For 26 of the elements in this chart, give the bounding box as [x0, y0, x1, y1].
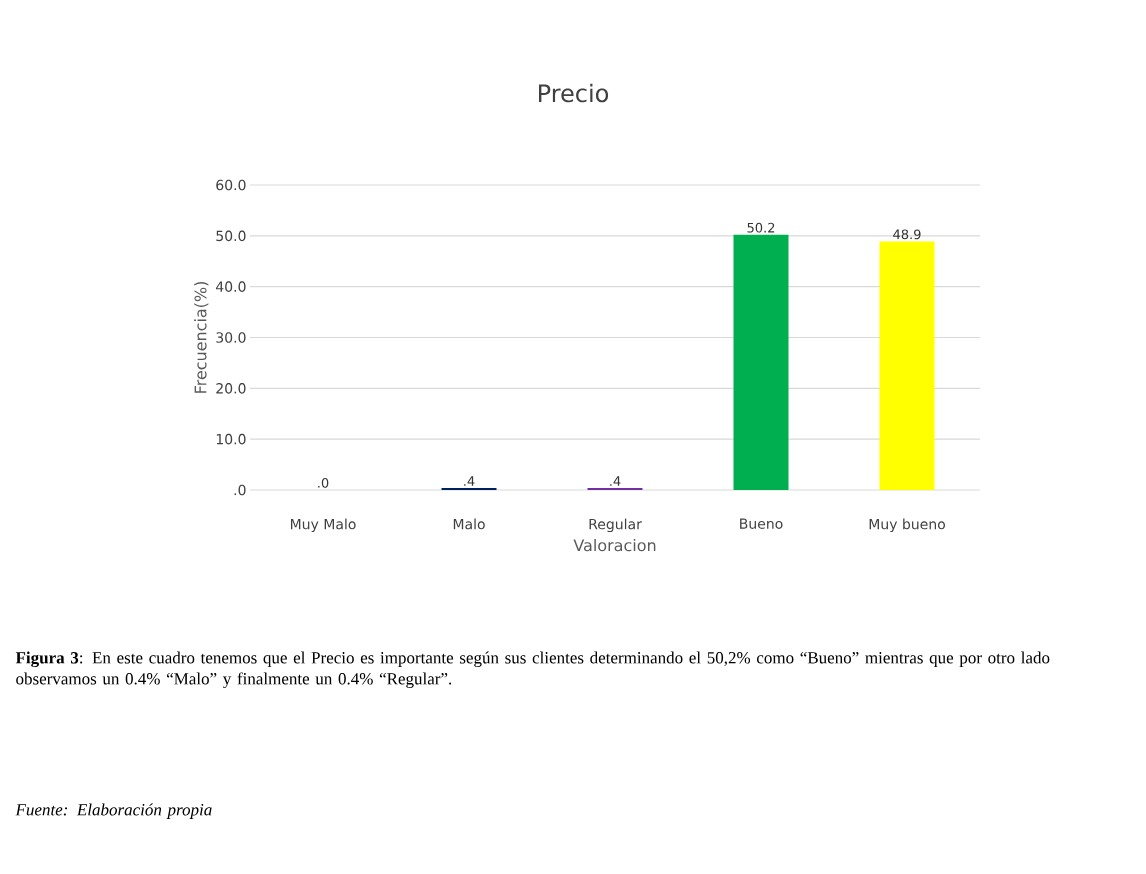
data-label: .4: [610, 476, 621, 486]
text: Fuente: Elaboración propia: [15, 803, 212, 819]
data-label: .0: [318, 477, 329, 488]
x-tick-label: Muy Malo: [290, 518, 356, 533]
chart-title: Precio: [539, 83, 609, 103]
data-label: .4: [464, 476, 475, 486]
x-tick-label: Regular: [589, 518, 642, 533]
data-label: 50.2: [747, 222, 775, 233]
x-axis-title: Valoracion: [573, 538, 656, 552]
text: Figura 3: En este cuadro tenemos que el Precio es importante según sus clientes determinando el 50,2% como “Bueno” mientras que por otro lado observamos un 0.4% “Malo” y finalmente un 0.4% “Regular”.: [15, 651, 1050, 689]
y-tick-label: .0: [234, 484, 246, 496]
x-tick-label: Muy bueno: [869, 518, 945, 533]
x-tick-label: Malo: [453, 518, 485, 530]
y-tick-label: 40.0: [215, 281, 246, 292]
y-axis-title: Frecuencia(%): [194, 281, 209, 393]
y-tick-label: 10.0: [216, 433, 246, 445]
bar: [733, 234, 789, 490]
y-tick-label: 60.0: [216, 179, 246, 191]
x-tick-label: Bueno: [740, 518, 783, 529]
y-tick-label: 50.0: [216, 230, 246, 242]
data-label: 48.9: [893, 229, 921, 240]
y-tick-label: 30.0: [216, 332, 246, 343]
bar: [587, 487, 643, 490]
bar: [879, 241, 935, 490]
bar: [441, 487, 497, 490]
y-tick-label: 20.0: [216, 383, 246, 394]
